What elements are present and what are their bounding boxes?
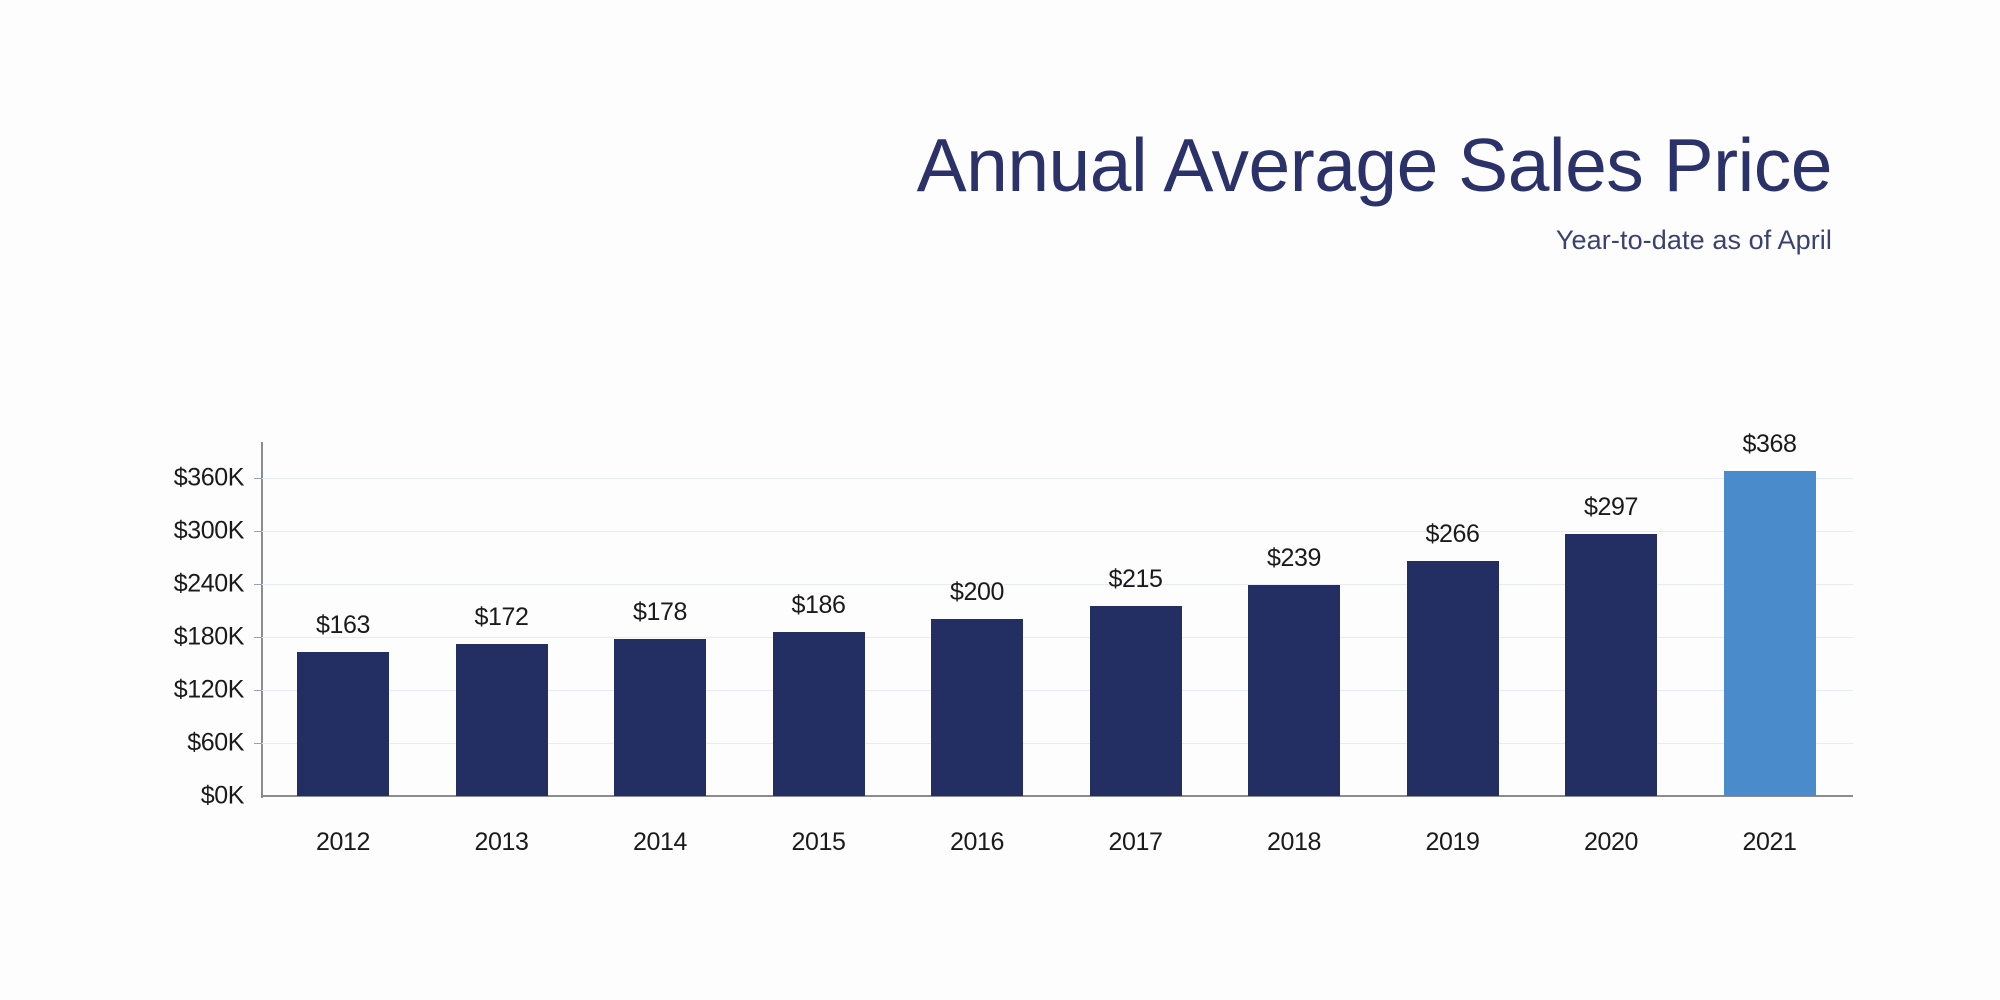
bar-group: $266 [1406, 448, 1499, 796]
y-axis-tick [254, 637, 262, 638]
x-axis-tick-label: 2020 [1583, 828, 1638, 856]
bar-group: $178 [614, 448, 706, 796]
bar[interactable] [1723, 470, 1816, 796]
y-axis-line [261, 442, 263, 798]
page-title: Annual Average Sales Price [916, 123, 1833, 207]
bar-group: $186 [772, 448, 865, 796]
bar-group: $239 [1248, 448, 1340, 796]
bar[interactable] [614, 638, 706, 796]
y-axis-tick-label: $0K [200, 781, 245, 810]
x-axis-tick-label: 2019 [1425, 828, 1480, 856]
x-axis-tick-label: 2021 [1742, 828, 1797, 856]
bar-value-label: $178 [632, 597, 687, 626]
bar-value-label: $297 [1583, 492, 1638, 521]
chart-subtitle: Year-to-date as of April [1555, 225, 1832, 255]
bar[interactable] [1248, 584, 1340, 796]
bar[interactable] [455, 644, 548, 796]
bar[interactable] [931, 619, 1023, 796]
chart-header: Annual Average Sales Price Year-to-date … [0, 0, 1870, 256]
gridline [262, 690, 1853, 691]
bar-group: $172 [455, 448, 548, 796]
x-axis-tick-label: 2018 [1266, 828, 1321, 856]
bar-value-label: $186 [791, 590, 846, 619]
bar-value-label: $368 [1742, 429, 1797, 458]
bar-value-label: $239 [1266, 543, 1321, 572]
bar-group: $368 [1723, 430, 1816, 796]
x-axis-line [262, 795, 1853, 797]
bar-group: $163 [297, 448, 389, 796]
y-axis-tick-label: $60K [187, 728, 244, 757]
x-axis-tick-label: 2017 [1108, 828, 1163, 856]
gridline [262, 637, 1853, 638]
bar[interactable] [1565, 533, 1657, 796]
bar[interactable] [1089, 606, 1182, 796]
x-axis-tick-label: 2016 [949, 828, 1004, 856]
gridline [262, 743, 1853, 744]
bar[interactable] [1406, 561, 1499, 796]
y-axis-tick [254, 531, 262, 532]
y-axis-tick-label: $120K [173, 675, 245, 704]
y-axis-tick [254, 584, 262, 585]
bar-value-label: $172 [474, 603, 529, 632]
y-axis-tick [254, 690, 262, 691]
x-axis-tick-label: 2013 [474, 828, 529, 856]
bar-group: $215 [1089, 448, 1182, 796]
gridline [262, 478, 1853, 479]
bar-value-label: $163 [315, 611, 370, 640]
x-axis-tick-label: 2012 [315, 828, 370, 856]
bar-group: $200 [931, 448, 1023, 796]
gridline [262, 584, 1853, 585]
bar-value-label: $215 [1108, 565, 1163, 594]
y-axis-tick-label: $360K [173, 463, 245, 492]
x-axis-tick-label: 2015 [791, 828, 846, 856]
y-axis-tick-label: $240K [173, 569, 245, 598]
bar-value-label: $200 [949, 578, 1004, 607]
bar-value-label: $266 [1425, 520, 1480, 549]
plot-area: $163 $172 $178 $186 $200 $215 $239 $266 $297 $368 [254, 430, 1853, 796]
y-axis-tick-label: $300K [173, 516, 245, 545]
y-axis-tick [254, 743, 262, 744]
bar[interactable] [772, 631, 865, 796]
y-axis-tick-label: $180K [173, 622, 245, 651]
bar[interactable] [297, 652, 389, 796]
bar-group: $297 [1565, 448, 1657, 796]
gridline [262, 531, 1853, 532]
x-axis-tick-label: 2014 [632, 828, 687, 856]
y-axis-tick [254, 478, 262, 479]
